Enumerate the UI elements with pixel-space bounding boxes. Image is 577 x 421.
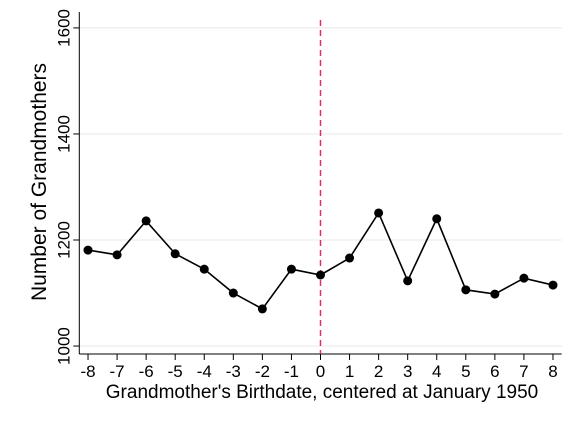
data-point	[141, 216, 151, 226]
data-point	[228, 288, 238, 298]
data-point	[461, 285, 471, 295]
data-point	[490, 289, 500, 299]
x-tick-label: -6	[139, 362, 154, 381]
data-point	[257, 304, 267, 314]
data-point	[403, 276, 413, 286]
y-tick-label: 1600	[54, 9, 73, 47]
x-tick-label: -2	[255, 362, 270, 381]
x-tick-label: -4	[197, 362, 212, 381]
y-tick-label: 1200	[54, 221, 73, 259]
x-tick-label: 1	[345, 362, 354, 381]
data-point	[170, 249, 180, 259]
data-point	[374, 208, 384, 218]
data-point	[316, 270, 325, 280]
y-axis-label: Number of Grandmothers	[28, 63, 51, 301]
data-point	[519, 273, 529, 283]
x-tick-label: -7	[110, 362, 125, 381]
data-point	[286, 264, 296, 274]
x-tick-label: 4	[432, 362, 441, 381]
x-axis-label: Grandmother's Birthdate, centered at Jan…	[106, 382, 538, 403]
x-tick-label: 3	[403, 362, 412, 381]
y-tick-label: 1400	[54, 115, 73, 153]
x-tick-label: 0	[316, 362, 325, 381]
data-point	[83, 245, 93, 255]
x-tick-label: 2	[374, 362, 383, 381]
data-point	[345, 253, 355, 263]
x-tick-label: -8	[80, 362, 95, 381]
x-tick-label: 8	[548, 362, 557, 381]
data-point	[199, 264, 209, 274]
data-point	[112, 250, 122, 260]
data-point	[548, 280, 558, 290]
data-point	[432, 214, 442, 224]
x-tick-label: 6	[490, 362, 499, 381]
x-tick-label: 5	[461, 362, 470, 381]
y-tick-label: 1000	[54, 327, 73, 365]
x-tick-label: -1	[284, 362, 299, 381]
x-tick-label: -5	[168, 362, 183, 381]
x-tick-label: 7	[519, 362, 528, 381]
x-tick-label: -3	[226, 362, 241, 381]
